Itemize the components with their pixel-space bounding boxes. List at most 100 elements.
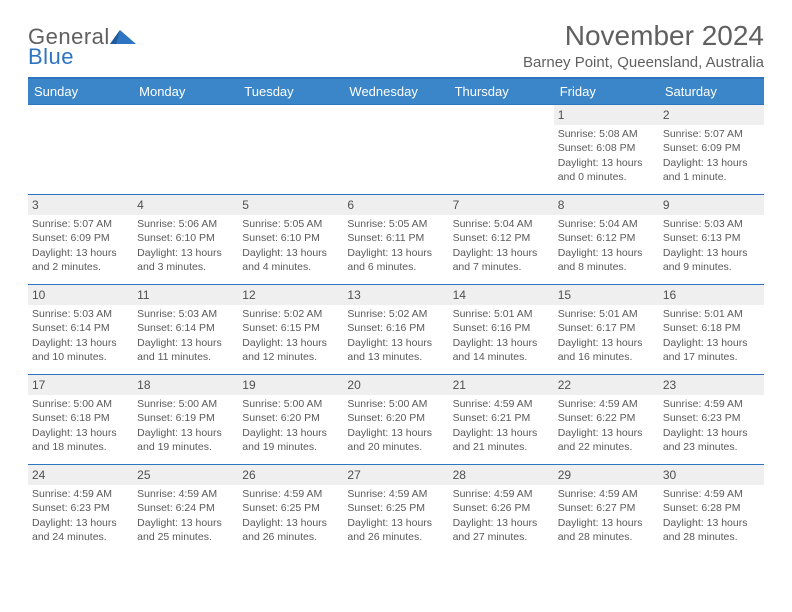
daylight-line: Daylight: 13 hours and 2 minutes.: [32, 246, 129, 274]
sunrise-line: Sunrise: 5:05 AM: [347, 217, 444, 231]
sunrise-line: Sunrise: 5:02 AM: [242, 307, 339, 321]
weekday-header: Friday: [554, 78, 659, 105]
sunrise-line: Sunrise: 4:59 AM: [347, 487, 444, 501]
sunset-line: Sunset: 6:11 PM: [347, 231, 444, 245]
sunset-line: Sunset: 6:20 PM: [242, 411, 339, 425]
sunset-line: Sunset: 6:10 PM: [137, 231, 234, 245]
day-number: 12: [238, 285, 343, 305]
calendar-day-cell: 10 Sunrise: 5:03 AMSunset: 6:14 PMDayligh…: [28, 285, 133, 375]
sunrise-line: Sunrise: 5:08 AM: [558, 127, 655, 141]
day-number: 20: [343, 375, 448, 395]
sunrise-line: Sunrise: 5:01 AM: [558, 307, 655, 321]
sunrise-line: Sunrise: 5:03 AM: [663, 217, 760, 231]
calendar-day-cell: [133, 105, 238, 195]
day-number: 5: [238, 195, 343, 215]
sunset-line: Sunset: 6:23 PM: [32, 501, 129, 515]
sunset-line: Sunset: 6:18 PM: [32, 411, 129, 425]
day-number: 30: [659, 465, 764, 485]
daylight-line: Daylight: 13 hours and 19 minutes.: [242, 426, 339, 454]
sunset-line: Sunset: 6:28 PM: [663, 501, 760, 515]
calendar-day-cell: 17Sunrise: 5:00 AMSunset: 6:18 PMDayligh…: [28, 375, 133, 465]
calendar-week-row: 10Sunrise: 5:03 AMSunset: 6:14 PMDayligh…: [28, 285, 764, 375]
calendar-day-cell: 28Sunrise: 4:59 AMSunset: 6:26 PMDayligh…: [449, 465, 554, 555]
weekday-header: Monday: [133, 78, 238, 105]
daylight-line: Daylight: 13 hours and 22 minutes.: [558, 426, 655, 454]
calendar-day-cell: 21Sunrise: 4:59 AMSunset: 6:21 PMDayligh…: [449, 375, 554, 465]
weekday-header: Wednesday: [343, 78, 448, 105]
calendar-day-cell: 13Sunrise: 5:02 AMSunset: 6:16 PMDayligh…: [343, 285, 448, 375]
daylight-line: Daylight: 13 hours and 28 minutes.: [558, 516, 655, 544]
daylight-line: Daylight: 13 hours and 24 minutes.: [32, 516, 129, 544]
sunrise-line: Sunrise: 5:00 AM: [32, 397, 129, 411]
daylight-line: Daylight: 13 hours and 4 minutes.: [242, 246, 339, 274]
daylight-line: Daylight: 13 hours and 0 minutes.: [558, 156, 655, 184]
calendar-week-row: 1Sunrise: 5:08 AMSunset: 6:08 PMDaylight…: [28, 105, 764, 195]
sunrise-line: Sunrise: 5:06 AM: [137, 217, 234, 231]
day-number: 21: [449, 375, 554, 395]
calendar-day-cell: 2Sunrise: 5:07 AMSunset: 6:09 PMDaylight…: [659, 105, 764, 195]
day-number: 28: [449, 465, 554, 485]
calendar-day-cell: 30 Sunrise: 4:59 AMSunset: 6:28 PMDayligh…: [659, 465, 764, 555]
weekday-header: Saturday: [659, 78, 764, 105]
calendar-day-cell: 6 Sunrise: 5:05 AMSunset: 6:11 PMDaylight…: [343, 195, 448, 285]
calendar-day-cell: 24 Sunrise: 4:59 AMSunset: 6:23 PMDayligh…: [28, 465, 133, 555]
daylight-line: Daylight: 13 hours and 12 minutes.: [242, 336, 339, 364]
calendar-day-cell: 8Sunrise: 5:04 AMSunset: 6:12 PMDaylight…: [554, 195, 659, 285]
sunset-line: Sunset: 6:25 PM: [242, 501, 339, 515]
daylight-line: Daylight: 13 hours and 28 minutes.: [663, 516, 760, 544]
daylight-line: Daylight: 13 hours and 6 minutes.: [347, 246, 444, 274]
day-number: 8: [554, 195, 659, 215]
sunset-line: Sunset: 6:22 PM: [558, 411, 655, 425]
calendar-day-cell: 4Sunrise: 5:06 AMSunset: 6:10 PMDaylight…: [133, 195, 238, 285]
sunrise-line: Sunrise: 5:00 AM: [137, 397, 234, 411]
sunrise-line: Sunrise: 5:04 AM: [558, 217, 655, 231]
calendar-day-cell: [238, 105, 343, 195]
sunrise-line: Sunrise: 4:59 AM: [453, 397, 550, 411]
sunrise-line: Sunrise: 5:03 AM: [32, 307, 129, 321]
day-number: 2: [659, 105, 764, 125]
weekday-header: Thursday: [449, 78, 554, 105]
weekday-header: Sunday: [28, 78, 133, 105]
sunset-line: Sunset: 6:14 PM: [32, 321, 129, 335]
sunset-line: Sunset: 6:08 PM: [558, 141, 655, 155]
weekday-header: Tuesday: [238, 78, 343, 105]
daylight-line: Daylight: 13 hours and 25 minutes.: [137, 516, 234, 544]
daylight-line: Daylight: 13 hours and 20 minutes.: [347, 426, 444, 454]
day-number: 24: [28, 465, 133, 485]
calendar-day-cell: 16Sunrise: 5:01 AMSunset: 6:18 PMDayligh…: [659, 285, 764, 375]
day-number: 19: [238, 375, 343, 395]
calendar-day-cell: 12Sunrise: 5:02 AMSunset: 6:15 PMDayligh…: [238, 285, 343, 375]
sunset-line: Sunset: 6:18 PM: [663, 321, 760, 335]
daylight-line: Daylight: 13 hours and 23 minutes.: [663, 426, 760, 454]
sunrise-line: Sunrise: 4:59 AM: [242, 487, 339, 501]
calendar-week-row: 3Sunrise: 5:07 AMSunset: 6:09 PMDaylight…: [28, 195, 764, 285]
sunrise-line: Sunrise: 5:02 AM: [347, 307, 444, 321]
location: Barney Point, Queensland, Australia: [523, 54, 764, 71]
day-number: 4: [133, 195, 238, 215]
daylight-line: Daylight: 13 hours and 18 minutes.: [32, 426, 129, 454]
daylight-line: Daylight: 13 hours and 10 minutes.: [32, 336, 129, 364]
sunset-line: Sunset: 6:09 PM: [663, 141, 760, 155]
sunrise-line: Sunrise: 5:07 AM: [32, 217, 129, 231]
day-number: 27: [343, 465, 448, 485]
sunset-line: Sunset: 6:21 PM: [453, 411, 550, 425]
sunset-line: Sunset: 6:10 PM: [242, 231, 339, 245]
calendar-day-cell: 7Sunrise: 5:04 AMSunset: 6:12 PMDaylight…: [449, 195, 554, 285]
sunset-line: Sunset: 6:09 PM: [32, 231, 129, 245]
sunrise-line: Sunrise: 5:01 AM: [663, 307, 760, 321]
day-number: 22: [554, 375, 659, 395]
sunset-line: Sunset: 6:26 PM: [453, 501, 550, 515]
calendar-day-cell: [449, 105, 554, 195]
sunrise-line: Sunrise: 5:04 AM: [453, 217, 550, 231]
sunset-line: Sunset: 6:16 PM: [453, 321, 550, 335]
day-number: 10: [28, 285, 133, 305]
day-number: 16: [659, 285, 764, 305]
calendar-day-cell: 1Sunrise: 5:08 AMSunset: 6:08 PMDaylight…: [554, 105, 659, 195]
sunrise-line: Sunrise: 4:59 AM: [663, 487, 760, 501]
sunrise-line: Sunrise: 4:59 AM: [32, 487, 129, 501]
day-number: 6: [343, 195, 448, 215]
calendar-day-cell: 14Sunrise: 5:01 AMSunset: 6:16 PMDayligh…: [449, 285, 554, 375]
calendar-day-cell: 11Sunrise: 5:03 AMSunset: 6:14 PMDayligh…: [133, 285, 238, 375]
sunset-line: Sunset: 6:23 PM: [663, 411, 760, 425]
sunset-line: Sunset: 6:17 PM: [558, 321, 655, 335]
